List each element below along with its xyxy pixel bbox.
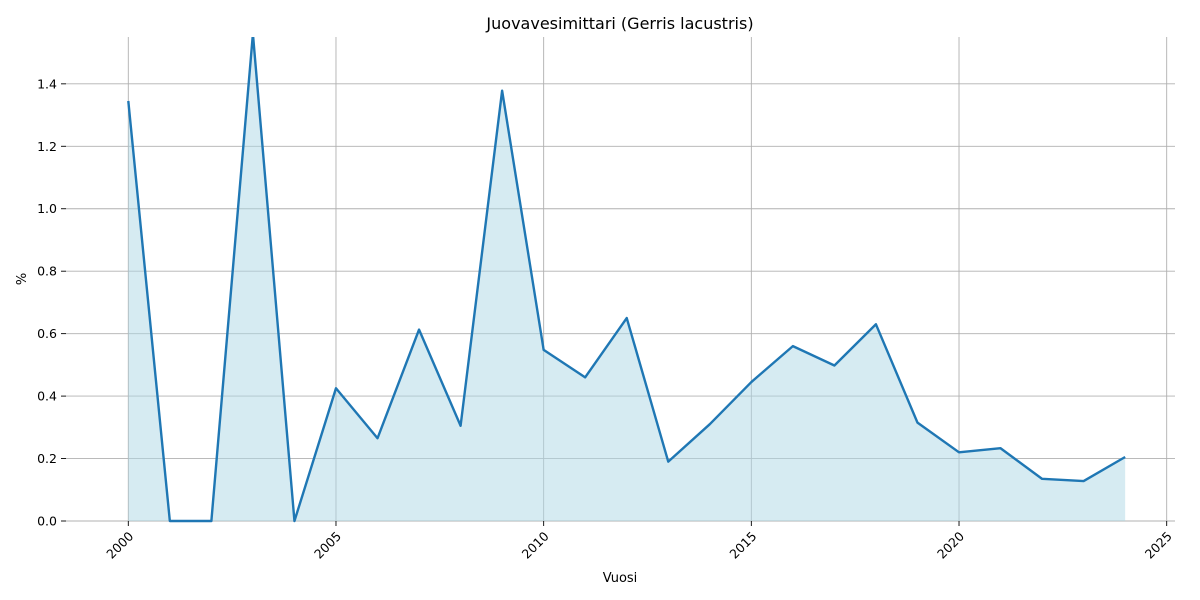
y-tick-label: 1.0 bbox=[37, 201, 57, 216]
x-tick-label: 2015 bbox=[726, 529, 759, 562]
series-line-path bbox=[127, 37, 1126, 523]
x-tick-label: 2020 bbox=[934, 528, 967, 561]
x-tick-label: 2010 bbox=[519, 528, 552, 561]
chart-title: Juovavesimittari (Gerris lacustris) bbox=[485, 14, 753, 33]
y-tick-label: 0.4 bbox=[37, 389, 57, 404]
x-axis-label: Vuosi bbox=[603, 571, 638, 586]
y-tick-label: 0.0 bbox=[37, 514, 57, 529]
series-line bbox=[127, 37, 1126, 523]
y-axis-label: % bbox=[15, 273, 30, 285]
y-tick-label: 1.4 bbox=[37, 76, 57, 91]
x-tick-label: 2025 bbox=[1142, 529, 1175, 562]
area-fill bbox=[128, 37, 1126, 521]
y-tick-label: 0.6 bbox=[37, 326, 57, 341]
x-tick-label: 2000 bbox=[103, 528, 136, 561]
area-fill-path bbox=[128, 37, 1126, 521]
y-tick-label: 0.2 bbox=[37, 451, 57, 466]
y-tick-label: 0.8 bbox=[37, 264, 57, 279]
x-tick-label: 2005 bbox=[311, 529, 344, 562]
y-tick-label: 1.2 bbox=[37, 139, 57, 154]
